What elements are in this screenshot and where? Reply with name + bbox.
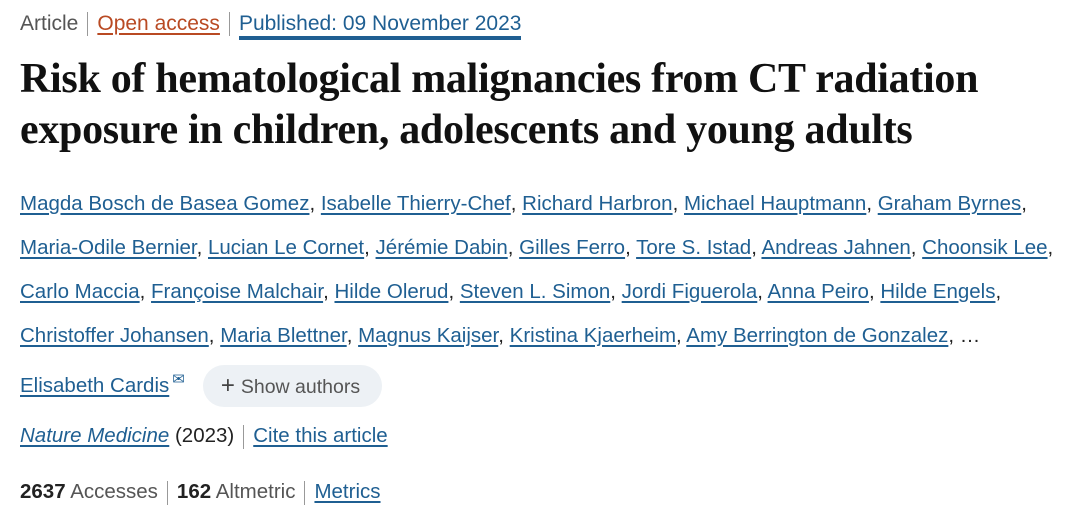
author-separator: ,	[948, 324, 960, 347]
author-list: Magda Bosch de Basea Gomez, Isabelle Thi…	[20, 182, 1060, 408]
author-separator: ,	[507, 236, 520, 259]
author-separator: ,	[1047, 236, 1054, 259]
author-link[interactable]: Françoise Malchair	[151, 280, 324, 303]
altmetric-score: 162	[176, 480, 212, 503]
author-separator: ,	[995, 280, 1002, 303]
author-separator: ,	[757, 280, 768, 303]
author-link[interactable]: Michael Hauptmann	[683, 192, 867, 215]
author-separator: ,	[346, 324, 359, 347]
author-separator: ,	[448, 280, 460, 303]
divider	[304, 480, 306, 505]
author-separator: ,	[364, 236, 376, 259]
author-separator: ,	[498, 324, 510, 347]
journal-link[interactable]: Nature Medicine	[20, 424, 170, 447]
cite-article-link[interactable]: Cite this article	[253, 424, 388, 447]
author-separator: ,	[672, 192, 684, 215]
author-link[interactable]: Hilde Olerud	[334, 280, 449, 303]
author-link[interactable]: Graham Byrnes	[877, 192, 1022, 215]
ellipsis: …	[959, 324, 981, 347]
author-separator: ,	[208, 324, 221, 347]
author-link[interactable]: Jérémie Dabin	[375, 236, 508, 259]
divider	[87, 12, 89, 37]
plus-icon: +	[220, 372, 235, 400]
author-separator: ,	[751, 236, 762, 259]
metrics-link[interactable]: Metrics	[314, 480, 381, 503]
author-link[interactable]: Amy Berrington de Gonzalez	[686, 324, 949, 347]
author-separator: ,	[510, 192, 523, 215]
published-date-link[interactable]: Published: 09 November 2023	[238, 12, 522, 40]
author-link[interactable]: Carlo Maccia	[20, 280, 140, 303]
author-link[interactable]: Richard Harbron	[522, 192, 673, 215]
divider	[166, 480, 168, 505]
author-link-corresponding[interactable]: Elisabeth Cardis	[20, 373, 170, 397]
author-link[interactable]: Isabelle Thierry-Chef	[320, 192, 511, 215]
journal-year: (2023)	[174, 424, 235, 447]
metrics-line: 2637 Accesses 162 Altmetric Metrics	[20, 480, 381, 505]
author-link[interactable]: Magnus Kaijser	[358, 324, 499, 347]
author-link[interactable]: Magda Bosch de Basea Gomez	[20, 192, 310, 215]
author-separator: ,	[866, 192, 878, 215]
author-separator: ,	[139, 280, 152, 303]
article-title: Risk of hematological malignancies from …	[20, 56, 979, 153]
accesses-label: Accesses	[70, 480, 158, 503]
author-separator: ,	[323, 280, 335, 303]
journal-line: Nature Medicine (2023) Cite this article	[20, 424, 388, 449]
author-link[interactable]: Jordi Figuerola	[621, 280, 758, 303]
author-link[interactable]: Steven L. Simon	[459, 280, 611, 303]
author-separator: ,	[1021, 192, 1027, 215]
author-link[interactable]: Maria-Odile Bernier	[20, 236, 197, 259]
author-separator: ,	[196, 236, 208, 259]
author-separator: ,	[625, 236, 637, 259]
article-type: Article	[20, 12, 79, 35]
author-link[interactable]: Hilde Engels	[880, 280, 996, 303]
divider	[228, 12, 230, 37]
altmetric-label: Altmetric	[215, 480, 296, 503]
author-separator: ,	[868, 280, 881, 303]
author-separator: ,	[610, 280, 622, 303]
author-separator: ,	[309, 192, 321, 215]
author-link[interactable]: Gilles Ferro	[519, 236, 626, 259]
author-link[interactable]: Tore S. Istad	[636, 236, 752, 259]
author-link[interactable]: Maria Blettner	[220, 324, 347, 347]
author-separator: ,	[910, 236, 923, 259]
author-link[interactable]: Kristina Kjaerheim	[509, 324, 677, 347]
article-meta: Article Open access Published: 09 November…	[20, 12, 522, 40]
author-link[interactable]: Anna Peiro	[767, 280, 869, 303]
author-link[interactable]: Andreas Jahnen	[761, 236, 911, 259]
author-link[interactable]: Choonsik Lee	[922, 236, 1048, 259]
author-link[interactable]: Lucian Le Cornet	[208, 236, 365, 259]
open-access-link[interactable]: Open access	[97, 12, 220, 35]
author-link[interactable]: Christoffer Johansen	[20, 324, 209, 347]
author-separator: ,	[676, 324, 687, 347]
show-authors-label: Show authors	[240, 376, 361, 399]
email-icon[interactable]: ✉	[172, 371, 185, 388]
show-authors-button[interactable]: + Show authors	[202, 365, 383, 408]
divider	[243, 424, 245, 449]
accesses-count: 2637	[20, 480, 66, 503]
